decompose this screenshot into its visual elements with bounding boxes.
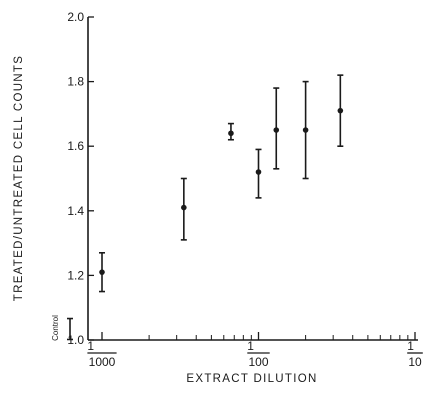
x-tick-denominator: 10: [408, 355, 422, 369]
x-tick-numerator: 1: [87, 339, 94, 353]
x-ticks: [101, 332, 416, 340]
control-label: Control: [51, 315, 60, 341]
x-axis-title: EXTRACT DILUTION: [186, 373, 317, 385]
y-tick-label: 2.0: [67, 10, 84, 24]
x-tick-numerator: 1: [407, 339, 414, 353]
y-tick-label: 1.6: [67, 139, 84, 153]
y-tick-label: 1.0: [67, 333, 84, 347]
data-point-group: [227, 122, 234, 141]
data-point-group: [180, 177, 187, 241]
data-point: [99, 269, 105, 275]
data-point: [273, 127, 280, 133]
axes: [87, 17, 418, 341]
data-point: [337, 107, 344, 114]
y-tick-label: 1.4: [67, 204, 84, 218]
x-tick-denominator: 100: [248, 355, 268, 369]
data-point: [181, 204, 187, 211]
x-tick-label-1000: 1 1000: [87, 339, 117, 369]
y-ticks: 1.0 1.2 1.4 1.6 1.8 2.0: [67, 10, 94, 347]
control-marker: Control: [51, 315, 73, 341]
data-point: [228, 130, 234, 137]
data-point-group: [99, 251, 105, 293]
data-points: [99, 74, 344, 293]
y-axis-title: TREATED/UNTREATED CELL COUNTS: [13, 55, 25, 301]
y-tick-label: 1.8: [67, 75, 84, 89]
x-tick-denominator: 1000: [89, 355, 116, 369]
y-tick-label: 1.2: [67, 268, 84, 282]
data-point: [302, 127, 309, 133]
x-tick-label-10: 110: [407, 339, 423, 369]
data-point-group: [302, 80, 309, 180]
data-point-group: [255, 148, 262, 199]
data-point-group: [337, 74, 344, 147]
data-point-group: [273, 87, 280, 170]
data-point: [255, 169, 262, 175]
x-tick-numerator: 1: [247, 339, 254, 353]
